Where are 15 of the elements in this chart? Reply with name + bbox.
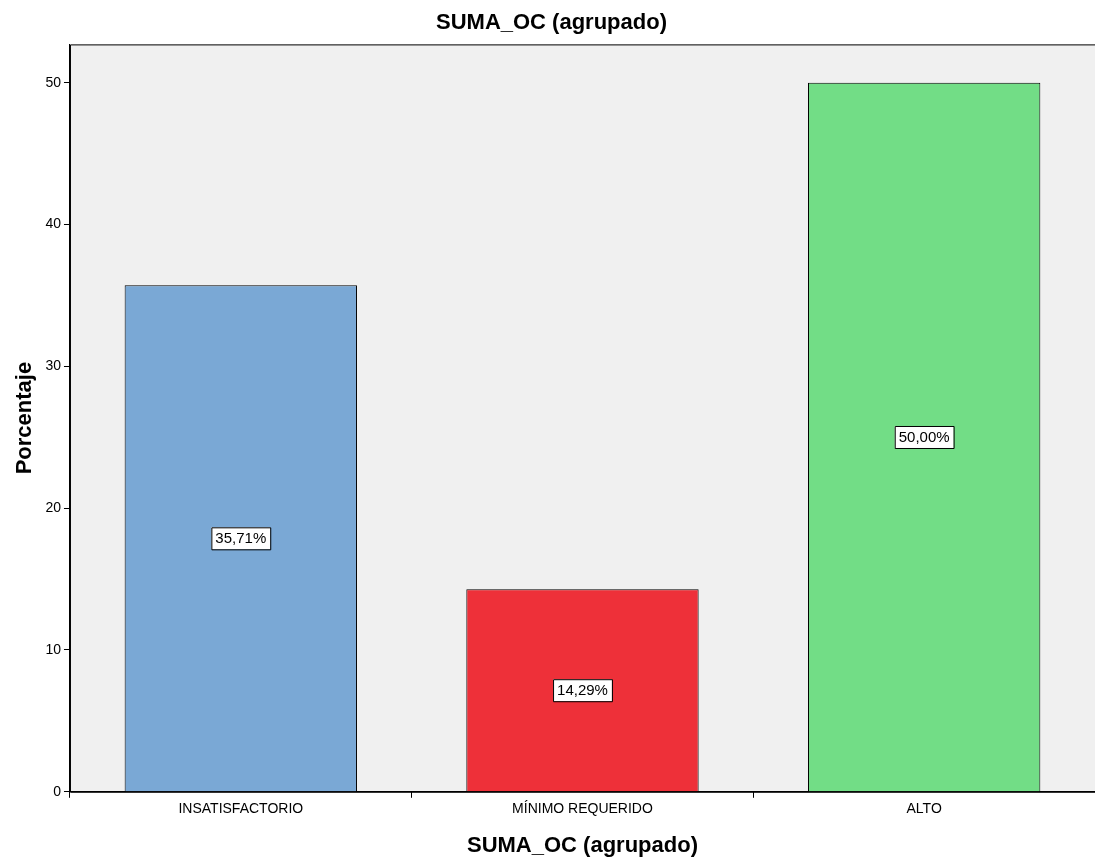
data-label: 14,29% [557,681,608,699]
y-axis-title: Porcentaje [11,361,37,475]
y-tick-label: 20 [45,499,62,516]
y-tick-label: 30 [45,357,62,374]
y-tick-label: 0 [53,782,62,799]
y-tick-label: 50 [45,73,62,90]
y-tick-label: 40 [45,215,62,232]
data-label: 35,71% [215,529,267,547]
x-tick-label: MÍNIMO REQUERIDO [512,800,653,817]
data-label: 50,00% [898,428,950,446]
chart-title: SUMA_OC (agrupado) [436,9,667,35]
y-tick-label: 10 [45,640,62,657]
x-tick-label: ALTO [906,800,942,817]
x-tick-label: INSATISFACTORIO [178,800,304,817]
x-axis-title: SUMA_OC (agrupado) [466,831,698,857]
